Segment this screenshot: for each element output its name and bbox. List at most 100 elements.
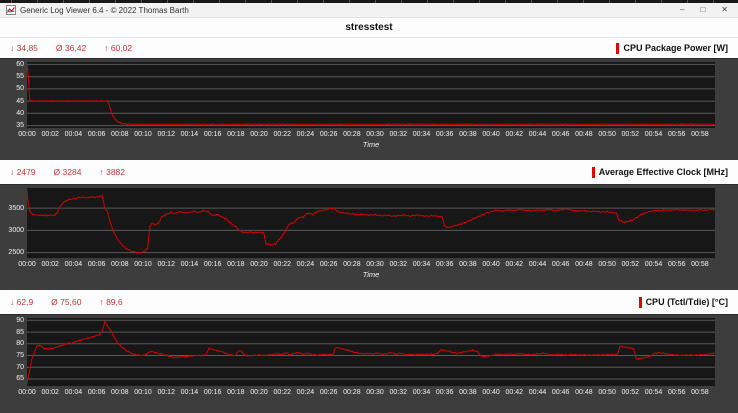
x-axis-tick-label: 00:56 bbox=[667, 261, 686, 268]
data-series-line bbox=[27, 190, 715, 254]
series-label: Average Effective Clock [MHz] bbox=[598, 167, 728, 177]
x-axis-tick-label: 00:36 bbox=[435, 261, 454, 268]
x-axis-tick-label: 00:12 bbox=[157, 131, 175, 138]
y-axis-tick-label: 40 bbox=[16, 109, 24, 117]
avg-stat: Ø 36,42 bbox=[55, 43, 87, 53]
x-axis-tick-label: 00:02 bbox=[41, 131, 59, 138]
x-axis-tick-label: 00:54 bbox=[644, 389, 663, 396]
x-axis-tick-label: 00:24 bbox=[296, 131, 315, 138]
x-axis-tick-label: 00:00 bbox=[18, 261, 36, 268]
x-axis-tick-label: 00:30 bbox=[366, 261, 384, 268]
maximize-button[interactable]: □ bbox=[700, 5, 706, 14]
data-series-line bbox=[27, 64, 715, 126]
x-axis-tick-label: 00:44 bbox=[528, 389, 547, 396]
x-axis-tick-label: 00:26 bbox=[319, 389, 338, 396]
x-axis-tick-label: 00:52 bbox=[621, 389, 640, 396]
x-axis-tick-label: 00:58 bbox=[691, 131, 709, 138]
x-axis-tick-label: 00:18 bbox=[227, 131, 245, 138]
x-axis-tick-label: 00:38 bbox=[459, 261, 477, 268]
x-axis-tick-label: 00:28 bbox=[343, 131, 361, 138]
x-axis-tick-label: 00:16 bbox=[203, 389, 222, 396]
x-axis-tick-label: 00:36 bbox=[435, 389, 454, 396]
x-axis-tick-label: 00:20 bbox=[250, 261, 268, 268]
x-axis-tick-label: 00:00 bbox=[18, 131, 36, 138]
stats-group: ↓ 62,9 Ø 75,60 ↑ 89,6 bbox=[10, 297, 123, 307]
x-axis-tick-label: 00:56 bbox=[667, 131, 686, 138]
x-axis-tick-label: 00:42 bbox=[505, 389, 524, 396]
y-axis-tick-label: 45 bbox=[16, 97, 24, 105]
x-axis-tick-label: 00:06 bbox=[87, 389, 106, 396]
max-stat: ↑ 60,02 bbox=[104, 43, 133, 53]
x-axis-tick-label: 00:56 bbox=[667, 389, 686, 396]
x-axis-tick-label: 00:10 bbox=[134, 261, 152, 268]
legend-temp: CPU (Tctl/Tdie) [°C] bbox=[638, 296, 728, 308]
x-axis-tick-label: 00:22 bbox=[273, 389, 291, 396]
plot-area[interactable] bbox=[27, 318, 715, 386]
x-axis-tick-label: 00:42 bbox=[505, 261, 524, 268]
x-axis-tick-label: 00:28 bbox=[343, 389, 361, 396]
stats-bar-clock: ↓ 2479 Ø 3284 ↑ 3882 Average Effective C… bbox=[0, 160, 738, 184]
x-axis-tick-label: 00:50 bbox=[598, 261, 616, 268]
x-axis-tick-label: 00:30 bbox=[366, 131, 384, 138]
y-axis-tick-label: 2500 bbox=[8, 249, 24, 257]
x-axis-tick-label: 00:22 bbox=[273, 261, 291, 268]
x-axis-tick-label: 00:20 bbox=[250, 131, 268, 138]
series-color-bar bbox=[616, 42, 620, 54]
x-axis-title: Time bbox=[362, 270, 380, 279]
x-axis-tick-label: 00:36 bbox=[435, 131, 454, 138]
y-axis-tick-label: 65 bbox=[16, 375, 24, 383]
x-axis-tick-label: 00:52 bbox=[621, 261, 640, 268]
chart-average-effective-clock[interactable]: 2500 3000 3500 00:00 00:02 00:04 00:06 00:08 00:… bbox=[0, 184, 738, 290]
stats-bar-temp: ↓ 62,9 Ø 75,60 ↑ 89,6 CPU (Tctl/Tdie) [°… bbox=[0, 290, 738, 314]
chart-canvas bbox=[27, 63, 715, 127]
max-stat: ↑ 3882 bbox=[99, 167, 126, 177]
app-icon bbox=[6, 5, 16, 15]
x-axis-tick-label: 00:10 bbox=[134, 389, 152, 396]
x-axis-tick-label: 00:06 bbox=[87, 261, 106, 268]
plot-area[interactable] bbox=[27, 188, 715, 258]
x-axis-tick-label: 00:08 bbox=[111, 131, 129, 138]
x-axis-tick-label: 00:38 bbox=[459, 131, 477, 138]
x-axis-tick-label: 00:24 bbox=[296, 261, 315, 268]
series-label: CPU Package Power [W] bbox=[623, 43, 728, 53]
x-axis-tick-label: 00:04 bbox=[64, 261, 83, 268]
x-axis-tick-label: 00:32 bbox=[389, 261, 408, 268]
x-axis-tick-label: 00:54 bbox=[644, 131, 663, 138]
y-axis-tick-label: 35 bbox=[16, 122, 24, 130]
x-axis-tick-label: 00:54 bbox=[644, 261, 663, 268]
x-axis-tick-label: 00:14 bbox=[180, 261, 199, 268]
x-axis-tick-label: 00:50 bbox=[598, 131, 616, 138]
chart-cpu-tctl-tdie[interactable]: 65 70 75 80 85 90 00:00 00:02 00:04 00:06 00:08 00:… bbox=[0, 314, 738, 413]
x-axis-tick-label: 00:08 bbox=[111, 261, 129, 268]
x-axis-tick-label: 00:40 bbox=[482, 389, 500, 396]
x-axis-tick-label: 00:18 bbox=[227, 389, 245, 396]
x-axis-title: Time bbox=[362, 140, 380, 149]
chart-cpu-package-power[interactable]: 35 40 45 50 55 60 00:00 00:02 00:04 00:06 00:08 00:… bbox=[0, 58, 738, 160]
y-axis-tick-label: 50 bbox=[16, 85, 24, 93]
y-axis-tick-label: 3500 bbox=[8, 204, 24, 212]
x-axis-tick-label: 00:34 bbox=[412, 131, 431, 138]
x-axis-tick-label: 00:14 bbox=[180, 389, 199, 396]
x-axis-tick-label: 00:34 bbox=[412, 389, 431, 396]
top-edge-strip bbox=[0, 0, 738, 3]
min-stat: ↓ 62,9 bbox=[10, 297, 34, 307]
x-axis-tick-label: 00:46 bbox=[551, 261, 570, 268]
x-axis-tick-label: 00:24 bbox=[296, 389, 315, 396]
y-axis-tick-label: 60 bbox=[16, 60, 24, 68]
y-axis-tick-label: 70 bbox=[16, 363, 24, 371]
minimize-button[interactable]: – bbox=[680, 5, 685, 14]
x-axis-tick-label: 00:14 bbox=[180, 131, 199, 138]
x-axis-tick-label: 00:16 bbox=[203, 261, 222, 268]
titlebar[interactable]: Generic Log Viewer 6.4 - © 2022 Thomas B… bbox=[0, 3, 738, 18]
x-axis-tick-label: 00:04 bbox=[64, 131, 83, 138]
stats-group: ↓ 2479 Ø 3284 ↑ 3882 bbox=[10, 167, 125, 177]
x-axis-tick-label: 00:12 bbox=[157, 261, 175, 268]
x-axis-tick-label: 00:38 bbox=[459, 389, 477, 396]
x-axis-tick-label: 00:46 bbox=[551, 389, 570, 396]
max-stat: ↑ 89,6 bbox=[99, 297, 123, 307]
stats-group: ↓ 34,85 Ø 36,42 ↑ 60,02 bbox=[10, 43, 132, 53]
close-button[interactable]: ✕ bbox=[721, 5, 728, 14]
x-axis-tick-label: 00:34 bbox=[412, 261, 431, 268]
y-axis-tick-label: 90 bbox=[16, 316, 24, 324]
plot-area[interactable] bbox=[27, 62, 715, 128]
